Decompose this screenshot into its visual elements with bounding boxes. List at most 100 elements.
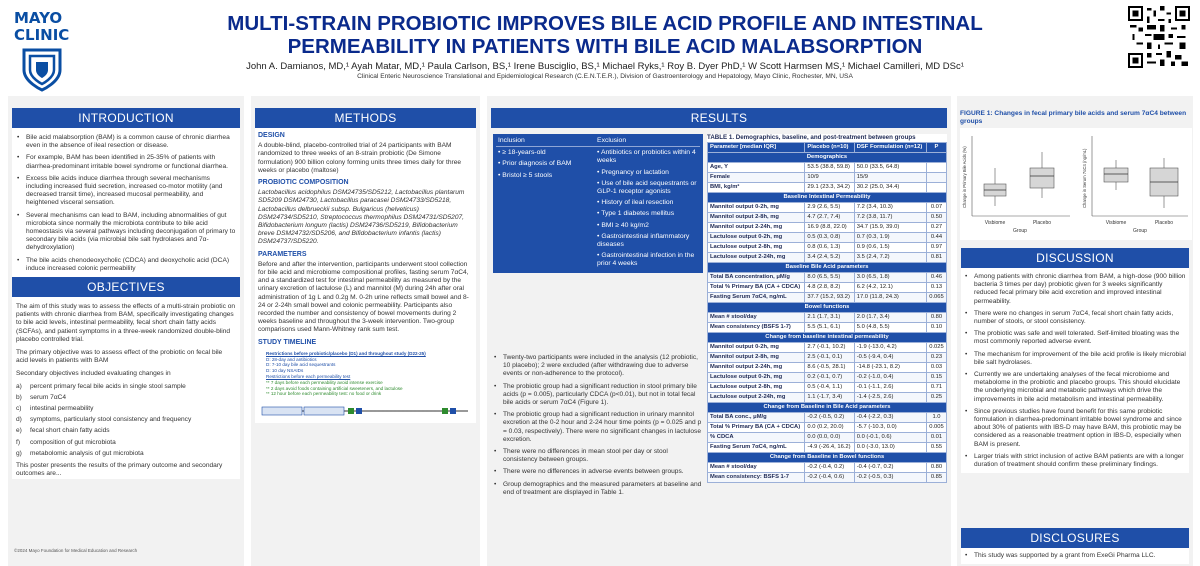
results-heading: RESULTS (491, 108, 947, 128)
table-row: Lactulose output 2-8h, mg 0.5 (-0.4, 1.1)… (706, 382, 948, 393)
exclusion-heading: Exclusion (597, 137, 627, 144)
table-section-label: Baseline Bile Acid parameters (707, 262, 947, 273)
table-cell: 0.8 (0.6, 1.3) (804, 242, 855, 253)
timeline-note: ** 2 days avoid foods containing artific… (266, 385, 403, 391)
left-group-label: Visbiome (985, 220, 1006, 226)
table-cell: 53.5 (38.8, 59.8) (804, 162, 855, 173)
table-cell: Lactulose output 2-24h, mg (706, 252, 806, 263)
table-cell: 4.8 (2.8, 8.2) (804, 282, 855, 293)
shield-icon (22, 48, 62, 92)
table-cell: Total BA conc., μM/g (706, 412, 806, 423)
table-cell: 4.7 (2.7, 7.4) (804, 212, 855, 223)
table-cell: 0.5 (0.3, 0.8) (804, 232, 855, 243)
table-cell: Total % Primary BA (CA + CDCA) (706, 422, 806, 433)
table-cell: Mannitol output 0-2h, mg (706, 342, 806, 353)
table-cell: 0.2 (-0.1, 0.7) (804, 372, 855, 383)
list-item: Among patients with chronic diarrhea fro… (964, 273, 1186, 306)
figure-plots: Change in Primary Bile Acids (%) Visbiom… (960, 128, 1192, 240)
affiliation: Clinical Enteric Neuroscience Translatio… (357, 73, 853, 80)
timeline-box: Restrictions before probiotic/placebo (D… (258, 349, 473, 397)
table-header-cell: DSF Formulation (n=12) (853, 142, 927, 153)
timeline-note: Restrictions before each permeability te… (266, 374, 351, 380)
criteria-table: Inclusion Exclusion • ≥ 18-years-old • P… (493, 134, 703, 273)
list-item: The mechanism for improvement of the bil… (964, 351, 1186, 367)
results-list: Twenty-two participants were included in… (493, 354, 703, 501)
table-cell: Mean # stool/day (706, 462, 806, 473)
table-cell: Mannitol output 2-24h, mg (706, 222, 806, 233)
placebo-box (1029, 167, 1055, 189)
table-row: Mannitol output 0-2h, mg 2.7 (-0.1, 10.2)… (706, 342, 948, 353)
table-section-row: Demographics (707, 152, 947, 163)
table-cell: Lactulose output 0-2h, mg (706, 232, 806, 243)
table-cell: Mean # stool/day (706, 312, 806, 323)
table-cell: 3.4 (2.4, 5.2) (804, 252, 855, 263)
table-cell: 0.13 (925, 282, 948, 293)
table-cell: 0.50 (925, 212, 948, 223)
list-item: f) composition of gut microbiota (16, 438, 116, 446)
table-cell: 0.85 (925, 472, 948, 483)
table-cell: 0.9 (0.6, 1.5) (853, 242, 927, 253)
objectives-heading: OBJECTIVES (12, 277, 240, 298)
table-cell: Age, Y (706, 162, 806, 173)
list-item: Twenty-two participants were included in… (493, 354, 703, 379)
table-section-label: Baseline Intestinal Permeability (707, 192, 947, 203)
table-cell: 37.7 (15.2, 93.2) (804, 292, 855, 303)
results-column: RESULTS (491, 108, 947, 128)
table-row: % CDCA 0.0 (0.0, 0.0) 0.0 (-0.1, 0.6) 0.01 (706, 432, 948, 443)
table-cell: 29.1 (23.3, 34.2) (804, 182, 855, 193)
timeline-note: D: 10 day NSAIDs (266, 368, 304, 374)
table-cell: 0.07 (925, 202, 948, 213)
table-row: Mannitol output 2-24h, mg 16.9 (8.8, 22.0… (706, 222, 948, 233)
objectives-paragraph: The primary objective was to assess effe… (16, 349, 223, 365)
mayo-clinic-logo: MAYO CLINIC (14, 10, 86, 92)
table-cell: Mannitol output 2-8h, mg (706, 212, 806, 223)
table-row: Age, Y 53.5 (38.8, 59.8) 50.0 (33.5, 64.8) (706, 162, 948, 173)
table-row: Mean # stool/day 2.1 (1.7, 3.1) 2.0 (1.7, … (706, 312, 948, 323)
table-cell: Fasting Serum 7αC4, ng/mL (706, 292, 806, 303)
list-item: The probiotic group had a significant re… (493, 383, 703, 408)
qr-code-icon[interactable] (1128, 6, 1190, 68)
table-row: Lactulose output 0-2h, mg 0.2 (-0.1, 0.7)… (706, 372, 948, 383)
list-item: There were no changes in serum 7αC4, fec… (964, 310, 1186, 326)
discussion-heading: DISCUSSION (961, 248, 1189, 268)
parameters-heading: PARAMETERS (258, 250, 307, 258)
table-cell: 2.9 (2.6, 5.5) (804, 202, 855, 213)
table-cell: 0.0 (0.2, 20.0) (804, 422, 855, 433)
table-cell: 1.1 (-1.7, 3.4) (804, 392, 855, 403)
table-row: Total BA concentration, μM/g 8.0 (6.5, 5.… (706, 272, 948, 283)
table-cell: 8.0 (6.5, 5.5) (804, 272, 855, 283)
table-row: BMI, kg/m² 29.1 (23.3, 34.2) 30.2 (25.0, 3… (706, 182, 948, 193)
left-xlabel: Group (1013, 228, 1027, 234)
table-cell: 2.1 (1.7, 3.1) (804, 312, 855, 323)
figure-1: FIGURE 1: Changes in fecal primary bile … (960, 110, 1192, 240)
table-cell: Female (706, 172, 806, 183)
table-cell: -0.2 (-1.0, 0.4) (853, 372, 927, 383)
table-row: Total % Primary BA (CA + CDCA) 4.8 (2.8, … (706, 282, 948, 293)
table-section-row: Baseline Bile Acid parameters (707, 262, 947, 273)
left-plot-ylabel: Change in Primary Bile Acids (%) (962, 146, 967, 208)
exclusion-item: • BMI ≥ 40 kg/m2 (597, 221, 649, 229)
table-cell: -0.4 (-2.2, 0.3) (853, 412, 927, 423)
table-cell: 50.0 (33.5, 64.8) (853, 162, 927, 173)
table-cell: 0.065 (925, 292, 948, 303)
table-cell: 0.23 (925, 352, 948, 363)
composition-heading: PROBIOTIC COMPOSITION (258, 179, 349, 187)
exclusion-item: • History of ileal resection (597, 199, 674, 207)
table-section-label: Change from Baseline in Bile Acid parame… (707, 402, 947, 413)
table-header-cell: Placebo (n=10) (804, 142, 855, 153)
table-row: Mean # stool/day -0.2 (-0.4, 0.2) -0.4 (-0… (706, 462, 948, 473)
poster-title: MULTI-STRAIN PROBIOTIC IMPROVES BILE ACI… (227, 12, 983, 58)
exclusion-item: • Antibiotics or probiotics within 4 wee… (597, 149, 696, 165)
table-cell: 0.80 (925, 312, 948, 323)
table-cell: 0.81 (925, 252, 948, 263)
table-row: Mean consistency: BSFS 1-7 -0.2 (-0.4, 0.… (706, 472, 948, 483)
table-cell: Fasting Serum 7αC4, ng/mL (706, 442, 806, 453)
timeline-note: ** 12 hour before each permeability test… (266, 391, 382, 397)
list-item: Larger trials with strict inclusion of a… (964, 453, 1186, 469)
table-row: Lactulose output 0-2h, mg 0.5 (0.3, 0.8) 0… (706, 232, 948, 243)
table-cell: Lactulose output 0-2h, mg (706, 372, 806, 383)
table-cell: -4.9 (-26.4, 16.2) (804, 442, 855, 453)
timeline-heading: STUDY TIMELINE (258, 338, 317, 346)
right-group-label: Visbiome (1106, 220, 1127, 226)
exclusion-item: • Pregnancy or lactation (597, 168, 669, 176)
